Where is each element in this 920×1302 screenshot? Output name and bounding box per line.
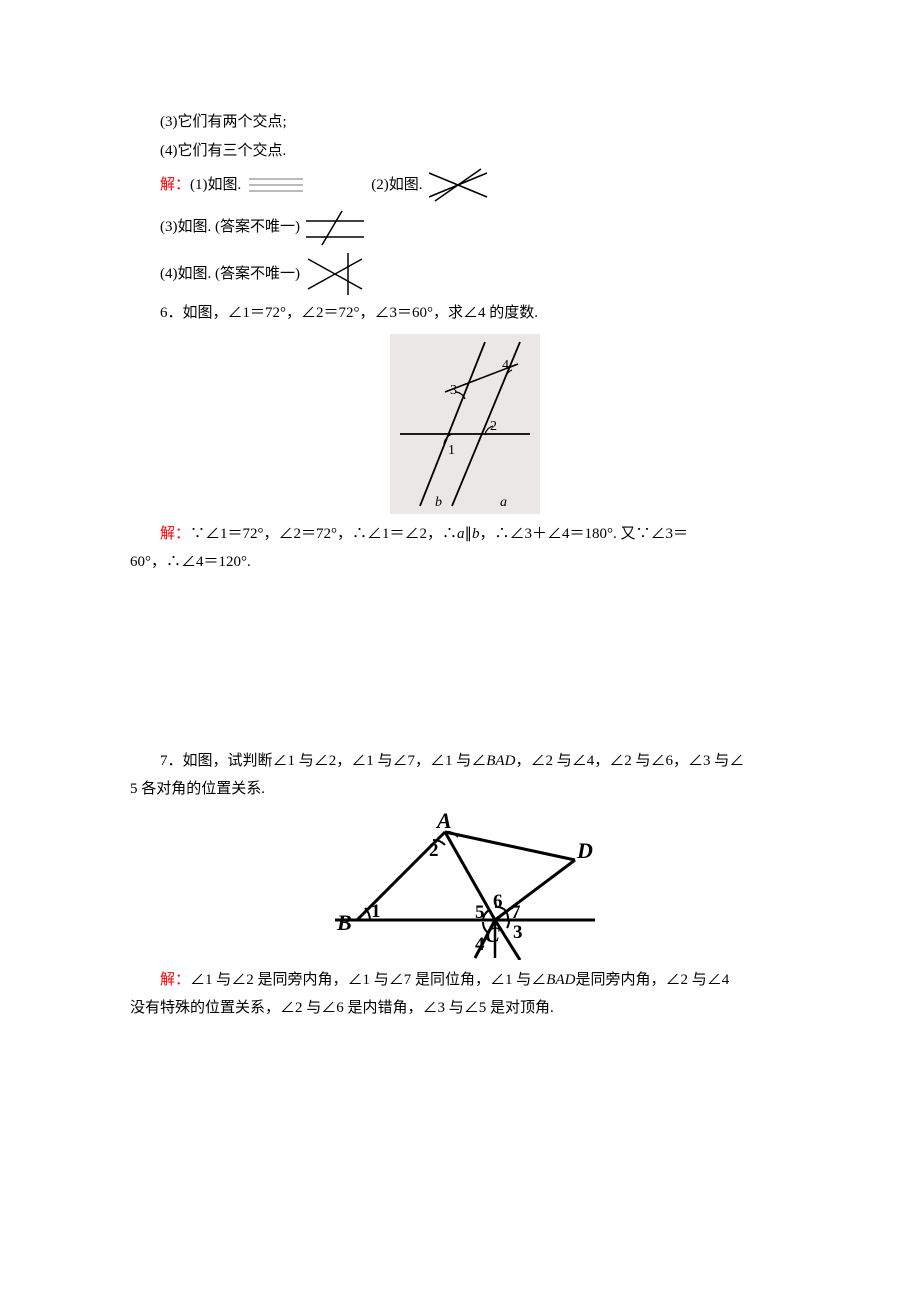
q5-item-4: (4)它们有三个交点. <box>130 137 800 166</box>
q7-stem-line1: 7．如图，试判断∠1 与∠2，∠1 与∠7，∠1 与∠BAD，∠2 与∠4，∠2… <box>130 747 800 776</box>
q5-item-3: (3)它们有两个交点; <box>130 108 800 137</box>
svg-text:7: 7 <box>511 902 521 923</box>
q6-label-2: 2 <box>490 419 497 434</box>
q6-figure: 1 2 3 4 b a <box>390 334 540 514</box>
q5-ans-3-text: (3)如图. (答案不唯一) <box>130 213 300 242</box>
q5-ans-2-text: (2)如图. <box>371 171 422 200</box>
svg-text:C: C <box>485 922 500 947</box>
q6-figure-wrap: 1 2 3 4 b a <box>130 334 800 514</box>
q6-label-1: 1 <box>448 443 455 458</box>
q5-fig2-icon <box>423 165 493 205</box>
section-gap <box>130 577 800 747</box>
svg-text:D: D <box>576 838 593 863</box>
svg-text:6: 6 <box>493 891 503 912</box>
q6-label-3: 3 <box>450 383 457 398</box>
q5-fig1-icon <box>241 171 311 199</box>
q5-answer-row-3: (3)如图. (答案不唯一) <box>130 207 800 247</box>
q7-stem-line2: 5 各对角的位置关系. <box>130 775 800 804</box>
answer-label: 解： <box>160 972 190 988</box>
q6-label-a: a <box>500 495 507 510</box>
svg-text:A: A <box>435 810 452 833</box>
svg-text:4: 4 <box>475 934 485 955</box>
q6-answer-line1: 解：∵∠1＝72°，∠2＝72°，∴∠1＝∠2，∴a∥b，∴∠3＋∠4＝180°… <box>130 520 800 549</box>
q5-ans-4-text: (4)如图. (答案不唯一) <box>130 260 300 289</box>
page: (3)它们有两个交点; (4)它们有三个交点. 解：(1)如图. (2)如图. … <box>0 0 920 1023</box>
q7-figure-wrap: A B C D 1 2 5 6 7 3 4 <box>130 810 800 960</box>
q6-answer-line2: 60°，∴∠4＝120°. <box>130 548 800 577</box>
svg-text:1: 1 <box>371 901 381 922</box>
q6-label-4: 4 <box>502 358 509 373</box>
q6-label-b: b <box>435 495 442 510</box>
svg-text:B: B <box>336 910 352 935</box>
svg-text:5: 5 <box>475 902 485 923</box>
answer-label: 解： <box>160 177 190 193</box>
q5-answer-row-4: (4)如图. (答案不唯一) <box>130 249 800 299</box>
q5-answer-row-1-2: 解：(1)如图. (2)如图. <box>130 165 800 205</box>
q5-fig3-icon <box>300 207 370 247</box>
q7-answer-line1: 解：∠1 与∠2 是同旁内角，∠1 与∠7 是同位角，∠1 与∠BAD是同旁内角… <box>130 966 800 995</box>
svg-text:2: 2 <box>429 840 439 861</box>
q5-ans-1-text: 解：(1)如图. <box>130 171 241 200</box>
svg-text:3: 3 <box>513 922 523 943</box>
q7-answer-line2: 没有特殊的位置关系，∠2 与∠6 是内错角，∠3 与∠5 是对顶角. <box>130 994 800 1023</box>
answer-label: 解： <box>160 526 190 542</box>
q6-stem: 6．如图，∠1＝72°，∠2＝72°，∠3＝60°，求∠4 的度数. <box>130 299 800 328</box>
q5-fig4-icon <box>300 249 370 299</box>
q7-figure: A B C D 1 2 5 6 7 3 4 <box>315 810 615 960</box>
